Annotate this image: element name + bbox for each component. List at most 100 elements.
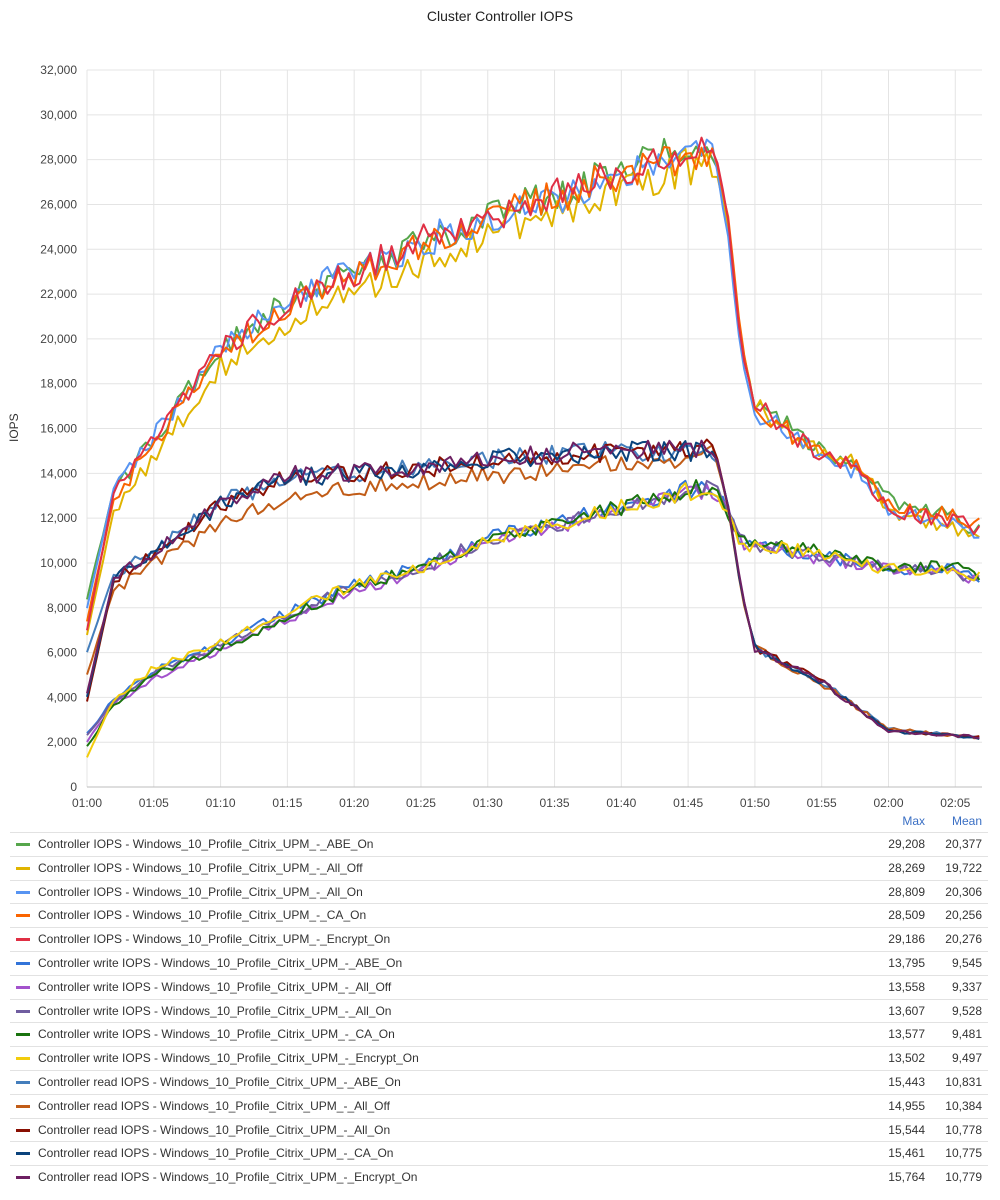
x-tick-label: 01:50 xyxy=(740,796,770,810)
legend-series-name: Controller IOPS - Windows_10_Profile_Cit… xyxy=(38,860,363,875)
y-tick-label: 6,000 xyxy=(47,646,77,660)
legend-series-name: Controller read IOPS - Windows_10_Profil… xyxy=(38,1122,391,1137)
legend-max-value: 28,269 xyxy=(888,860,925,875)
legend-max-value: 13,577 xyxy=(888,1027,925,1042)
legend-mean-value: 20,306 xyxy=(945,884,982,899)
y-tick-label: 10,000 xyxy=(40,556,77,570)
legend-swatch xyxy=(16,1009,30,1013)
legend-mean-value: 9,337 xyxy=(951,979,982,994)
legend-mean-header[interactable]: Mean xyxy=(951,814,982,828)
chart-title: Cluster Controller IOPS xyxy=(426,8,574,24)
legend-item[interactable]: Controller write IOPS - Windows_10_Profi… xyxy=(10,950,988,975)
legend-series-name: Controller read IOPS - Windows_10_Profil… xyxy=(38,1170,418,1185)
legend-series-name: Controller write IOPS - Windows_10_Profi… xyxy=(38,1027,395,1042)
legend-item[interactable]: Controller IOPS - Windows_10_Profile_Cit… xyxy=(10,832,988,856)
legend-series-name: Controller IOPS - Windows_10_Profile_Cit… xyxy=(38,837,374,851)
legend-swatch xyxy=(16,1104,30,1108)
legend-max-value: 15,443 xyxy=(888,1074,925,1089)
legend-item[interactable]: Controller read IOPS - Windows_10_Profil… xyxy=(10,1141,988,1165)
legend-max-value: 13,502 xyxy=(888,1051,925,1066)
legend-max-value: 29,208 xyxy=(888,837,925,851)
legend-item[interactable]: Controller write IOPS - Windows_10_Profi… xyxy=(10,998,988,1023)
series-line xyxy=(86,479,980,734)
y-tick-label: 2,000 xyxy=(47,735,77,749)
legend-mean-value: 10,831 xyxy=(945,1074,982,1089)
legend-swatch xyxy=(16,1176,30,1180)
legend-swatch xyxy=(16,843,30,846)
legend-series-name: Controller write IOPS - Windows_10_Profi… xyxy=(38,1003,392,1018)
legend-item[interactable]: Controller read IOPS - Windows_10_Profil… xyxy=(10,1117,988,1142)
x-tick-label: 01:30 xyxy=(473,796,503,810)
legend: Controller IOPS - Windows_10_Profile_Cit… xyxy=(10,832,988,1189)
legend-mean-value: 10,384 xyxy=(945,1098,982,1113)
line-chart: 0 2,000 4,000 6,000 8,000 10,000 12,000 14,000 1… xyxy=(40,63,982,810)
legend-item[interactable]: Controller write IOPS - Windows_10_Profi… xyxy=(10,1046,988,1070)
x-tick-label: 01:00 xyxy=(72,796,102,810)
legend-swatch xyxy=(16,961,30,965)
legend-series-name: Controller IOPS - Windows_10_Profile_Cit… xyxy=(38,908,367,923)
legend-item[interactable]: Controller read IOPS - Windows_10_Profil… xyxy=(10,1093,988,1118)
legend-swatch xyxy=(16,1057,30,1061)
series-line xyxy=(86,147,980,636)
legend-swatch xyxy=(16,1080,30,1084)
legend-item[interactable]: Controller write IOPS - Windows_10_Profi… xyxy=(10,1022,988,1046)
legend-item[interactable]: Controller IOPS - Windows_10_Profile_Cit… xyxy=(10,879,988,904)
legend-max-value: 28,509 xyxy=(888,908,925,923)
legend-series-name: Controller write IOPS - Windows_10_Profi… xyxy=(38,955,403,970)
axes: 0 2,000 4,000 6,000 8,000 10,000 12,000 14,000 1… xyxy=(40,63,982,810)
legend-max-value: 15,544 xyxy=(888,1122,925,1137)
legend-series-name: Controller read IOPS - Windows_10_Profil… xyxy=(38,1098,390,1113)
x-tick-label: 01:25 xyxy=(406,796,436,810)
series-line xyxy=(86,482,981,758)
series-lines xyxy=(86,136,981,758)
y-tick-label: 26,000 xyxy=(40,197,77,211)
y-tick-label: 30,000 xyxy=(40,108,77,122)
y-tick-label: 14,000 xyxy=(40,466,77,480)
y-tick-label: 4,000 xyxy=(47,690,77,704)
legend-mean-value: 10,779 xyxy=(945,1170,982,1185)
legend-max-value: 13,795 xyxy=(888,955,925,970)
legend-max-header[interactable]: Max xyxy=(902,814,925,828)
legend-item[interactable]: Controller read IOPS - Windows_10_Profil… xyxy=(10,1165,988,1189)
y-tick-label: 8,000 xyxy=(47,601,77,615)
legend-mean-value: 19,722 xyxy=(945,860,982,875)
grid xyxy=(86,69,982,788)
x-tick-label: 01:05 xyxy=(139,796,169,810)
legend-max-value: 15,764 xyxy=(888,1170,925,1185)
y-tick-label: 16,000 xyxy=(40,422,77,436)
legend-item[interactable]: Controller read IOPS - Windows_10_Profil… xyxy=(10,1069,988,1094)
legend-mean-value: 9,481 xyxy=(951,1027,982,1042)
x-tick-label: 01:55 xyxy=(807,796,837,810)
legend-mean-value: 9,545 xyxy=(951,955,982,970)
x-tick-label: 01:20 xyxy=(339,796,369,810)
legend-swatch xyxy=(16,985,30,989)
y-tick-label: 32,000 xyxy=(40,63,77,77)
legend-header: Max Mean xyxy=(0,812,1000,830)
legend-item[interactable]: Controller IOPS - Windows_10_Profile_Cit… xyxy=(10,855,988,880)
legend-item[interactable]: Controller write IOPS - Windows_10_Profi… xyxy=(10,974,988,999)
legend-mean-value: 9,497 xyxy=(951,1051,982,1066)
y-tick-label: 20,000 xyxy=(40,332,77,346)
series-line xyxy=(86,439,980,740)
y-tick-label: 24,000 xyxy=(40,242,77,256)
legend-mean-value: 10,775 xyxy=(945,1146,982,1161)
y-tick-label: 12,000 xyxy=(40,511,77,525)
legend-swatch xyxy=(16,1033,30,1037)
legend-mean-value: 20,276 xyxy=(945,932,982,947)
legend-mean-value: 20,256 xyxy=(945,908,982,923)
legend-item[interactable]: Controller IOPS - Windows_10_Profile_Cit… xyxy=(10,903,988,927)
legend-item[interactable]: Controller IOPS - Windows_10_Profile_Cit… xyxy=(10,927,988,951)
y-tick-label: 22,000 xyxy=(40,287,77,301)
x-tick-label: 01:45 xyxy=(673,796,703,810)
legend-swatch xyxy=(16,1128,30,1132)
y-tick-label: 0 xyxy=(70,780,77,794)
legend-series-name: Controller write IOPS - Windows_10_Profi… xyxy=(38,1051,419,1066)
legend-max-value: 15,461 xyxy=(888,1146,925,1161)
x-tick-label: 01:40 xyxy=(606,796,636,810)
legend-max-value: 14,955 xyxy=(888,1098,925,1113)
legend-max-value: 13,558 xyxy=(888,979,925,994)
x-tick-label: 01:10 xyxy=(206,796,236,810)
legend-series-name: Controller write IOPS - Windows_10_Profi… xyxy=(38,979,392,994)
legend-mean-value: 20,377 xyxy=(945,837,982,851)
